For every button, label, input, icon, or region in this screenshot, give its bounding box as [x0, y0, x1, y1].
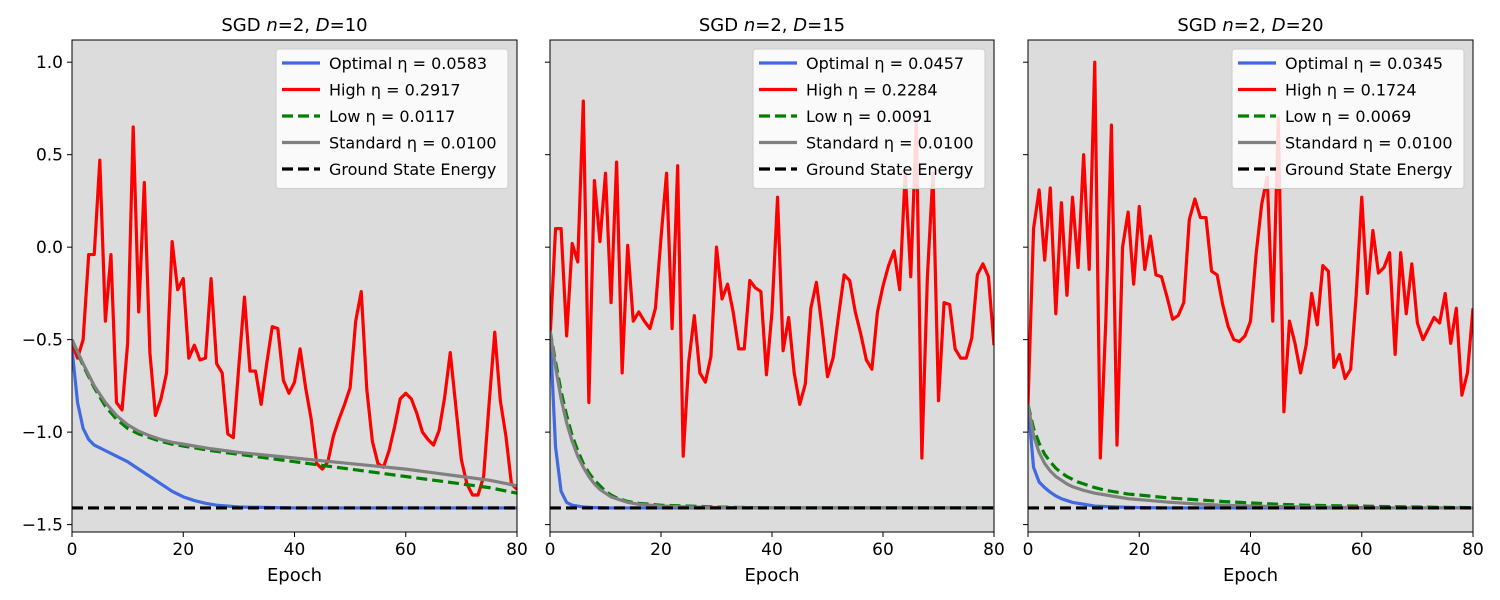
legend-entry: Optimal η = 0.0583	[329, 54, 487, 73]
x-tick-label: 0	[1023, 540, 1034, 560]
x-tick-label: 40	[1240, 540, 1262, 560]
legend-entry: Standard η = 0.0100	[1285, 134, 1453, 153]
x-tick-label: 60	[872, 540, 894, 560]
chart-title: SGD n=2, D=20	[1177, 15, 1323, 36]
chart-panel-3: 0 20 40 60 80 Epoch SGD n=2, D=20 Optimal η = 0…	[1023, 15, 1484, 586]
series-line-2	[550, 99, 994, 460]
legend-entry: High η = 0.2284	[806, 81, 938, 100]
legend-entry: Optimal η = 0.0345	[1285, 54, 1443, 73]
legend-entry: Ground State Energy	[329, 160, 496, 179]
series-group	[550, 99, 994, 510]
x-axis-label: Epoch	[1223, 565, 1278, 586]
chart-panel-2: 0 20 40 60 80 Epoch SGD n=2, D=15 Optimal η = 0…	[545, 15, 1005, 586]
x-axis-label: Epoch	[744, 565, 799, 586]
y-tick-label: −1.5	[22, 516, 63, 536]
chart-panel-1: 0 20 40 60 80 1.0 0.5 0.0 −0.5 −1.0 −1.5 Epoch SGD n…	[22, 15, 528, 586]
x-axis-label: Epoch	[267, 565, 322, 586]
legend-entry: Standard η = 0.0100	[806, 134, 974, 153]
y-tick-label: 0.0	[36, 238, 63, 258]
x-tick-label: 60	[395, 540, 417, 560]
legend: Optimal η = 0.0457 High η = 0.2284 Low η =…	[752, 48, 986, 189]
x-tick-label: 0	[545, 540, 556, 560]
y-tick-label: 1.0	[36, 53, 63, 73]
x-tick-label: 80	[983, 540, 1005, 560]
legend-entry: High η = 0.2917	[329, 81, 461, 100]
legend-entry: Low η = 0.0069	[1285, 107, 1411, 126]
x-tick-label: 40	[284, 540, 306, 560]
legend-entry: High η = 0.1724	[1285, 81, 1417, 100]
y-tick-label: −0.5	[22, 331, 63, 351]
y-tick-label: −1.0	[22, 423, 63, 443]
series-line-4	[1028, 404, 1473, 510]
x-tick-label: 80	[506, 540, 528, 560]
legend-entry: Standard η = 0.0100	[329, 134, 497, 153]
x-tick-label: 40	[761, 540, 783, 560]
series-line-3	[72, 339, 517, 495]
series-line-2	[1028, 60, 1473, 460]
x-tick-label: 20	[172, 540, 194, 560]
series-line-4	[72, 338, 517, 488]
legend-box	[1231, 48, 1465, 189]
chart-title: SGD n=2, D=15	[699, 15, 845, 36]
legend-entry: Ground State Energy	[806, 160, 973, 179]
legend: Optimal η = 0.0583 High η = 0.2917 Low η =…	[275, 48, 509, 189]
legend-entry: Low η = 0.0117	[329, 107, 455, 126]
x-tick-label: 20	[1128, 540, 1150, 560]
legend-entry: Optimal η = 0.0457	[806, 54, 964, 73]
y-tick-label: 0.5	[36, 146, 63, 166]
series-line-4	[550, 330, 994, 510]
x-tick-label: 20	[650, 540, 672, 560]
legend-entry: Low η = 0.0091	[806, 107, 932, 126]
legend-box	[752, 48, 986, 189]
series-line-2	[72, 125, 517, 497]
x-tick-label: 60	[1351, 540, 1373, 560]
x-tick-label: 80	[1462, 540, 1484, 560]
legend-entry: Ground State Energy	[1285, 160, 1452, 179]
legend: Optimal η = 0.0345 High η = 0.1724 Low η =…	[1231, 48, 1465, 189]
x-tick-label: 0	[67, 540, 78, 560]
series-group	[72, 125, 517, 510]
chart-title: SGD n=2, D=10	[221, 15, 367, 36]
legend-box	[275, 48, 509, 189]
series-group	[1028, 60, 1473, 510]
